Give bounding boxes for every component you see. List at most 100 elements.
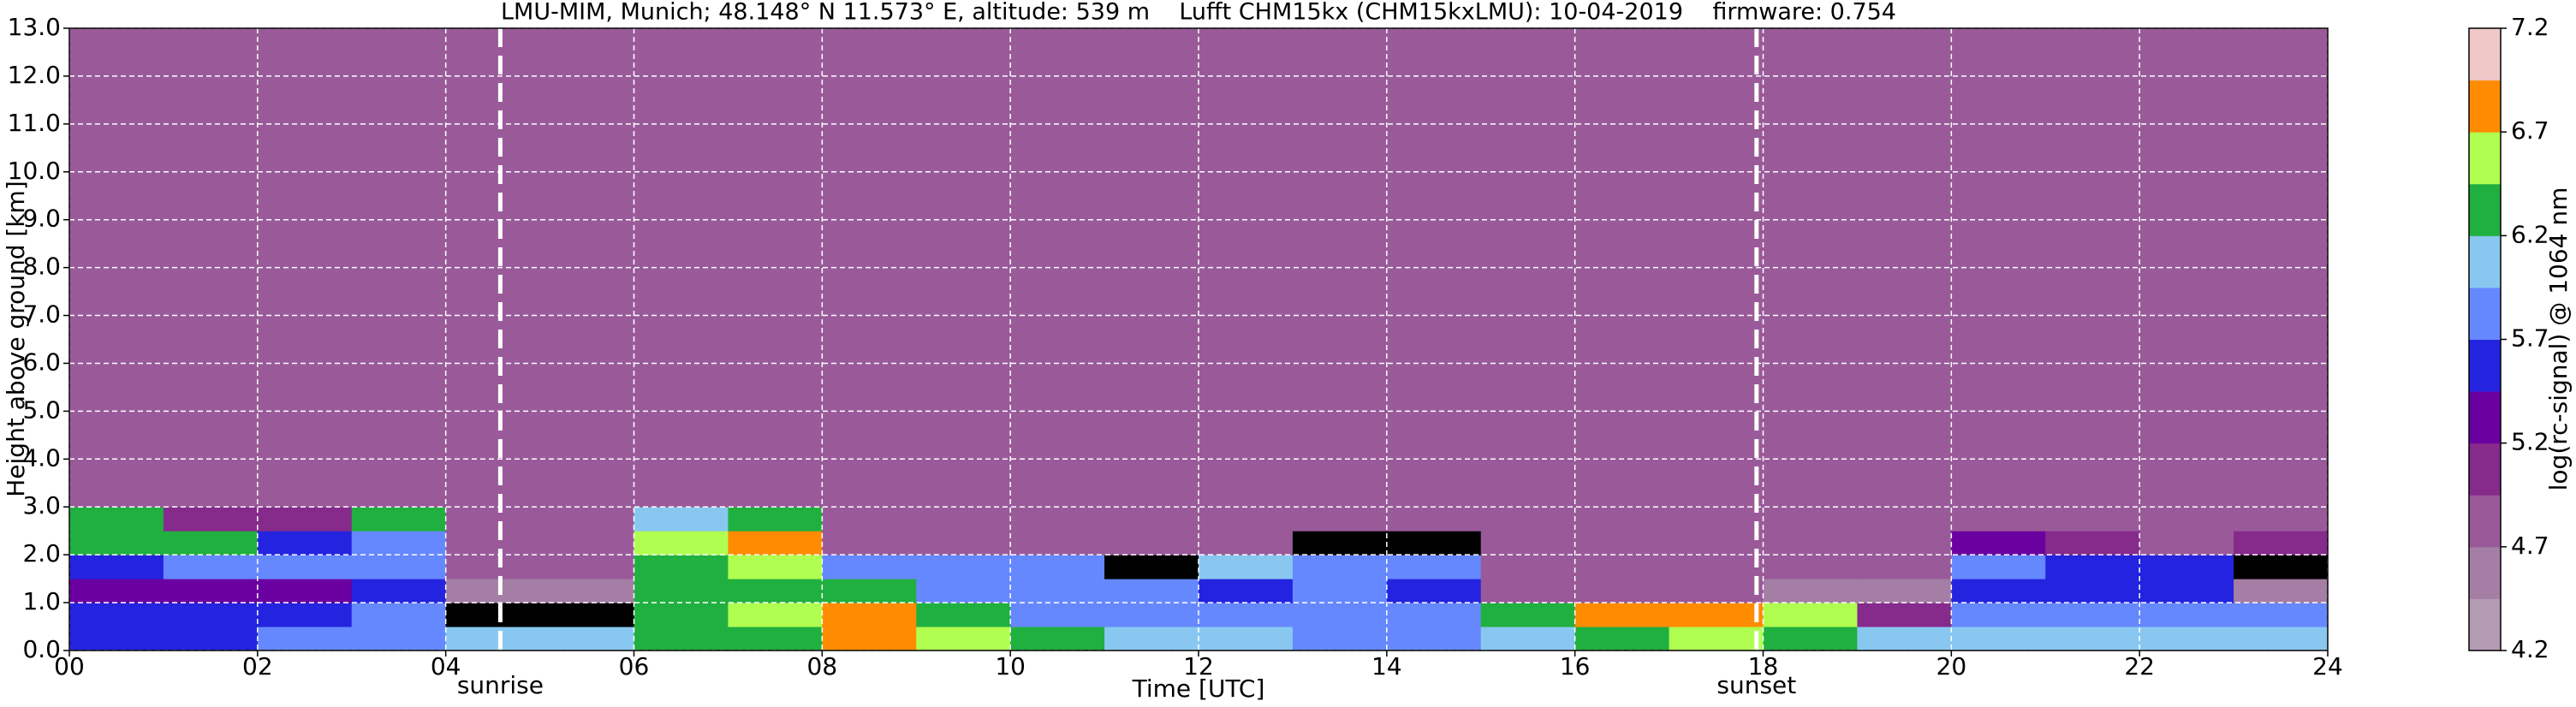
heatmap-cell	[257, 531, 353, 556]
colorbar-tick-label: 6.2	[2511, 220, 2549, 248]
heatmap-cell	[1574, 579, 1670, 603]
x-tick-label: 18	[1748, 652, 1779, 680]
heatmap-cell	[1292, 627, 1388, 651]
heatmap-cell	[351, 603, 447, 627]
heatmap-cell	[2045, 603, 2140, 627]
x-tick-label: 04	[431, 652, 461, 680]
heatmap-cell	[1292, 507, 1388, 532]
heatmap-cell	[69, 627, 164, 651]
heatmap-cell	[916, 579, 1011, 603]
heatmap-cell	[1951, 579, 2046, 603]
heatmap-cell	[1199, 555, 1294, 579]
y-tick-label: 11.0	[8, 109, 61, 137]
y-tick-label: 1.0	[22, 587, 61, 615]
colorbar-band	[2469, 28, 2501, 81]
x-axis-label: Time [UTC]	[1132, 674, 1265, 703]
heatmap-cell	[916, 603, 1011, 627]
heatmap-cell	[1386, 531, 1482, 556]
colorbar-band	[2469, 287, 2501, 340]
heatmap-cell	[539, 555, 634, 579]
y-tick-label: 0.0	[22, 635, 61, 663]
heatmap-cell	[822, 507, 917, 532]
heatmap-cell	[2045, 507, 2140, 532]
x-tick-label: 12	[1183, 652, 1214, 680]
heatmap-cell	[351, 579, 447, 603]
y-tick-label: 7.0	[22, 300, 61, 329]
heatmap-cell	[2234, 579, 2329, 603]
heatmap-cell	[1010, 627, 1105, 651]
heatmap-cell	[2139, 531, 2234, 556]
heatmap-cell	[1292, 555, 1388, 579]
heatmap-cell	[539, 531, 634, 556]
heatmap-cell	[1199, 603, 1294, 627]
heatmap-cell	[1010, 579, 1105, 603]
heatmap-cell	[445, 507, 541, 532]
y-tick-label: 10.0	[8, 157, 61, 185]
heatmap-cell	[1857, 555, 1952, 579]
heatmap-cell	[445, 555, 541, 579]
colorbar-band	[2469, 391, 2501, 444]
heatmap-cell	[1857, 627, 1952, 651]
heatmap-cell	[1104, 579, 1199, 603]
heatmap-cell	[351, 555, 447, 579]
heatmap-cell	[257, 627, 353, 651]
heatmap-cell	[1951, 507, 2046, 532]
y-tick-label: 6.0	[22, 348, 61, 376]
heatmap-cell	[1574, 627, 1670, 651]
y-tick-label: 4.0	[22, 443, 61, 472]
heatmap-cell	[1010, 603, 1105, 627]
heatmap-cell	[1480, 531, 1576, 556]
colorbar-band	[2469, 598, 2501, 651]
heatmap-cell	[1763, 531, 1858, 556]
heatmap-cell	[1951, 627, 2046, 651]
heatmap-cell	[1857, 531, 1952, 556]
heatmap-cell	[1480, 603, 1576, 627]
heatmap-cell	[2045, 555, 2140, 579]
colorbar-label: log(rc-signal) @ 1064 nm	[2544, 187, 2573, 491]
heatmap-cell	[1480, 555, 1576, 579]
heatmap-cell	[2139, 603, 2234, 627]
colorbar-band	[2469, 546, 2501, 599]
heatmap-cell	[1669, 603, 1764, 627]
heatmap-cell	[1104, 603, 1199, 627]
heatmap-cell	[2045, 579, 2140, 603]
heatmap-cell	[916, 555, 1011, 579]
heatmap-cell	[2234, 627, 2329, 651]
heatmap-cell	[1386, 507, 1482, 532]
heatmap-cell	[1669, 531, 1764, 556]
heatmap-cell	[2045, 627, 2140, 651]
heatmap-cell	[1574, 507, 1670, 532]
y-tick-label: 13.0	[8, 13, 61, 41]
heatmap-cell	[728, 531, 823, 556]
heatmap-cell	[916, 627, 1011, 651]
heatmap-cell	[163, 603, 259, 627]
heatmap-cell	[728, 627, 823, 651]
heatmap-cell	[634, 531, 729, 556]
x-tick-label: 10	[995, 652, 1026, 680]
y-tick-label: 3.0	[22, 491, 61, 520]
heatmap-cell	[69, 603, 164, 627]
heatmap-cell	[1010, 555, 1105, 579]
y-tick-label: 8.0	[22, 253, 61, 281]
heatmap-cell	[1386, 579, 1482, 603]
heatmap-cell	[1386, 627, 1482, 651]
heatmap-cell	[1386, 555, 1482, 579]
heatmap-cell	[634, 507, 729, 532]
heatmap-cell	[916, 531, 1011, 556]
heatmap-cell	[2139, 627, 2234, 651]
heatmap-cell	[1951, 555, 2046, 579]
heatmap-cell	[257, 507, 353, 532]
heatmap-cell	[69, 579, 164, 603]
heatmap-cell	[1292, 579, 1388, 603]
heatmap-cell	[539, 579, 634, 603]
heatmap-cell	[163, 507, 259, 532]
x-tick-label: 02	[242, 652, 273, 680]
heatmap-cell	[634, 579, 729, 603]
heatmap-cell	[634, 603, 729, 627]
heatmap-cell	[822, 603, 917, 627]
heatmap-cell	[257, 603, 353, 627]
x-tick-label: 08	[807, 652, 838, 680]
plot-frame	[68, 27, 2329, 651]
heatmap-cell	[1857, 603, 1952, 627]
